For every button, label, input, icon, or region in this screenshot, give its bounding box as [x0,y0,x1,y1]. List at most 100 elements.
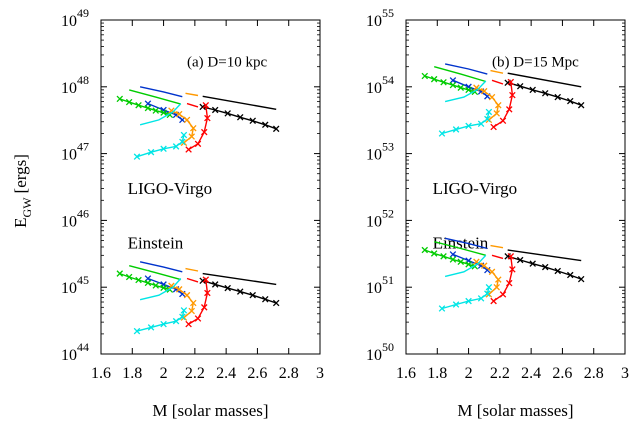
series-line-b-b-18 [490,244,504,249]
data-point-b-23-4 [484,290,491,297]
y-tick-base-b-4: 10 [366,80,382,97]
x-tick-label-a-6: 2.8 [279,365,299,382]
x-tick-label-a-1: 1.8 [122,365,142,382]
y-tick-base-a-5: 10 [61,13,77,30]
data-point-a-einstein-11-0 [133,327,141,335]
data-point-a-9-0 [202,101,210,109]
x-tick-label-a-0: 1.6 [91,365,111,382]
y-tick-exp-b-2: 52 [382,206,394,220]
data-point-a-einstein-7-2 [183,291,191,299]
plot-frame-b [405,19,626,355]
data-point-a-5-2 [135,101,142,109]
data-point-a-5-3 [144,104,152,112]
y-tick-label-a-5: 1049 [61,6,89,30]
data-point-a-einstein-1-2 [224,284,231,292]
series-line-a-a-einstein-10 [139,278,182,301]
data-point-b-9-4 [490,123,497,131]
y-tick-exp-b-0: 50 [382,340,394,354]
data-point-a-einstein-11-1 [147,324,155,331]
data-point-a-9-4 [185,146,192,153]
y-tick-base-a-3: 10 [61,147,77,164]
y-tick-base-b-2: 10 [366,213,382,230]
series-line-a-a-11 [136,134,185,158]
data-point-a-9-2 [200,128,208,136]
series-line-b-b-2 [444,63,488,75]
data-point-b-1-1 [516,82,524,90]
data-point-b-5-4 [457,84,465,91]
data-point-a-11-5 [180,131,188,139]
data-point-b-7-1 [480,87,488,95]
data-point-b-5-3 [449,81,457,89]
series-line-a-a-2 [139,86,183,98]
plot-frame-a [100,19,321,355]
data-point-b-19-1 [480,262,488,269]
y-tick-exp-a-5: 49 [77,6,89,20]
y-tick-exp-a-2: 46 [77,206,89,220]
data-point-b-9-0 [507,78,515,86]
data-point-a-7-4 [188,133,195,140]
y-axis-label: EGW [ergs] [11,154,34,228]
data-point-a-5-4 [152,107,160,114]
data-point-b-15-3 [484,266,491,274]
data-point-b-11-0 [438,130,446,137]
data-point-a-einstein-1-4 [249,291,256,299]
data-point-a-einstein-9-3 [194,315,202,322]
data-point-a-11-4 [179,138,186,146]
x-axis-label-b: M [solar masses] [457,401,573,420]
series-line-a-a-einstein-0 [202,272,277,286]
y-tick-label-b-1: 1051 [366,273,394,297]
data-point-a-7-2 [183,116,191,124]
data-point-a-1-5 [261,121,269,129]
series-line-b-b-0 [507,72,582,88]
series-line-b-b-14 [444,237,488,250]
data-point-b-13-4 [554,267,561,275]
data-point-b-5-1 [430,75,438,83]
data-point-b-17-3 [449,256,457,263]
data-point-b-11-1 [452,126,460,133]
data-point-a-einstein-11-2 [160,320,167,328]
y-tick-exp-b-4: 54 [382,73,394,87]
data-point-b-7-2 [488,93,496,101]
series-line-b-b-4 [434,66,486,83]
y-tick-label-b-3: 1053 [366,140,394,164]
series-line-b-b-5 [424,75,476,93]
data-point-b-17-2 [440,253,447,260]
y-tick-label-a-1: 1045 [61,273,89,297]
data-point-b-13-6 [577,275,585,283]
x-tick-label-a-3: 2.2 [185,365,205,382]
data-point-a-1-2 [224,110,231,117]
data-point-b-21-2 [505,279,513,287]
data-point-b-23-0 [438,305,446,312]
data-point-b-13-2 [529,260,536,267]
x-tick-label-a-5: 2.6 [247,365,267,382]
series-line-b-b-10 [444,80,487,103]
data-point-a-7-1 [175,110,183,118]
y-tick-base-a-4: 10 [61,80,77,97]
data-point-a-1-3 [236,113,244,121]
y-tick-exp-a-3: 47 [77,140,89,154]
y-tick-label-a-0: 1044 [61,340,89,364]
data-point-b-5-0 [421,72,429,80]
y-tick-base-a-1: 10 [61,280,77,297]
panel-a: 1.6 1.8 2 2.2 2.4 2.6 2.8 310441045104610471048… [61,6,324,420]
data-point-b-21-3 [499,291,507,298]
y-axis-label-main: E [11,217,30,227]
data-point-b-19-2 [488,268,496,276]
y-tick-base-b-0: 10 [366,347,382,364]
data-point-b-17-0 [421,246,429,254]
data-point-a-1-6 [272,125,280,133]
x-tick-label-b-5: 2.6 [552,365,572,382]
y-tick-label-a-3: 1047 [61,140,89,164]
data-point-a-einstein-5-2 [135,276,142,284]
data-point-b-11-5 [485,108,493,116]
data-point-a-1-0 [199,103,206,111]
y-tick-exp-a-0: 44 [77,340,89,354]
series-line-a-a-einstein-2 [139,261,183,273]
data-point-a-einstein-1-5 [261,295,269,303]
series-line-b-b-12 [507,249,582,262]
data-point-a-1-4 [249,117,256,125]
data-point-a-11-0 [133,153,141,160]
y-tick-exp-a-4: 48 [77,73,89,87]
series-line-a-a-8 [186,102,199,108]
